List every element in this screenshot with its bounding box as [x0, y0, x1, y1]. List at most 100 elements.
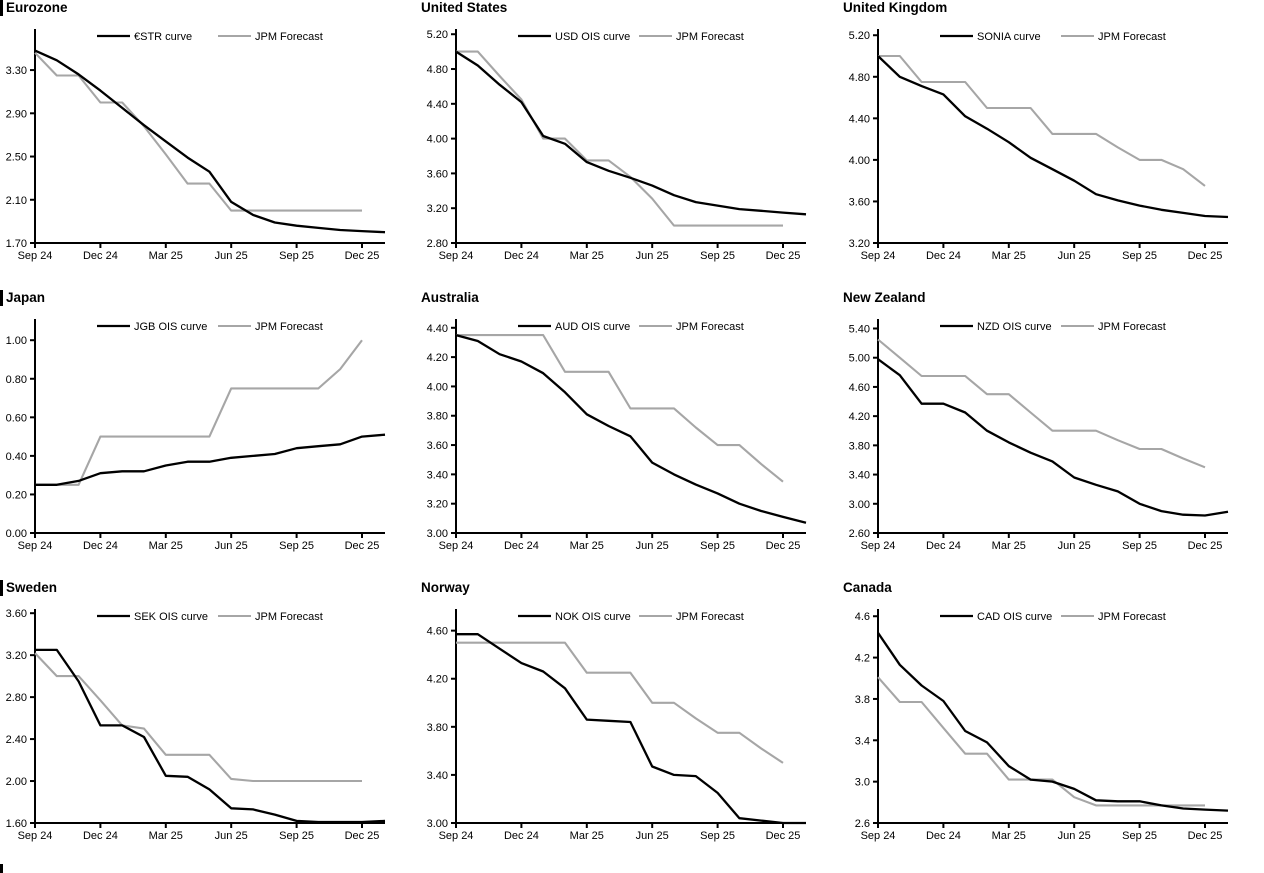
series-line-actual: [877, 55, 1229, 219]
chart-title: United States: [421, 0, 508, 15]
x-tick-label: Sep 24: [18, 250, 53, 262]
series-line-forecast: [877, 676, 1205, 807]
legend-label-forecast: JPM Forecast: [676, 31, 744, 43]
series-line-actual: [456, 633, 806, 825]
chart-panel-norway: Norway 3.00 3.40 3.80 4.20 4.60 Sep 24 Dec 24 M…: [421, 580, 843, 873]
sweden-chart-canvas: 1.60 2.00 2.40 2.80 3.20 3.60 Sep 24 Dec 24 Mar …: [6, 608, 386, 842]
y-tick-label: 5.40: [849, 323, 870, 335]
x-tick-label: Jun 25: [1058, 250, 1091, 262]
y-tick-label: 3.60: [849, 196, 870, 208]
y-tick-label: 1.60: [6, 818, 27, 830]
x-tick-label: Sep 25: [279, 250, 314, 262]
legend-label-forecast: JPM Forecast: [1098, 611, 1166, 623]
x-tick-label: Dec 24: [83, 830, 118, 842]
x-tick-label: Jun 25: [215, 830, 248, 842]
series-line-forecast: [878, 54, 1206, 187]
x-tick-label: Dec 24: [926, 250, 961, 262]
panel-title-row: Australia: [421, 290, 479, 310]
x-tick-label: Sep 25: [700, 540, 735, 552]
x-tick-label: Dec 25: [1188, 250, 1223, 262]
series-line-actual: [34, 49, 386, 234]
y-tick-label: 0.20: [6, 489, 27, 501]
chart-title: Canada: [843, 580, 892, 595]
legend-label-actual: NZD OIS curve: [977, 321, 1052, 333]
title-bar: [0, 580, 3, 596]
y-tick-label: 2.90: [6, 108, 27, 120]
y-tick-label: 4.00: [427, 134, 448, 146]
legend-label-actual: NOK OIS curve: [555, 611, 631, 623]
legend-label-forecast: JPM Forecast: [255, 321, 323, 333]
x-tick-label: Dec 24: [926, 830, 961, 842]
x-tick-label: Sep 24: [861, 830, 896, 842]
panel-title-row: Sweden: [0, 580, 57, 600]
y-tick-label: 3.20: [427, 203, 448, 215]
x-tick-label: Mar 25: [992, 540, 1026, 552]
y-tick-label: 4.40: [849, 113, 870, 125]
x-tick-label: Jun 25: [1058, 830, 1091, 842]
chart-panel-sweden: Sweden 1.60 2.00 2.40 2.80 3.20 3.60 Sep 24 Dec…: [0, 580, 421, 873]
legend-label-actual: SONIA curve: [977, 31, 1041, 43]
y-tick-label: 3.30: [6, 65, 27, 77]
x-tick-label: Dec 24: [926, 540, 961, 552]
new-zealand-chart-canvas: 2.60 3.00 3.40 3.80 4.20 4.60 5.00 5.40 Sep 24 De…: [849, 319, 1229, 552]
x-tick-label: Sep 24: [18, 540, 53, 552]
chart-title: United Kingdom: [843, 0, 948, 15]
series-line-forecast: [456, 334, 784, 483]
x-tick-label: Dec 25: [1188, 540, 1223, 552]
series-line-forecast: [456, 641, 784, 764]
series-line-forecast: [35, 339, 363, 486]
x-tick-label: Sep 24: [861, 250, 896, 262]
x-tick-label: Dec 25: [766, 830, 801, 842]
united-kingdom-chart-canvas: 3.20 3.60 4.00 4.40 4.80 5.20 Sep 24 Dec 24 Mar …: [849, 29, 1229, 262]
x-tick-label: Sep 25: [700, 830, 735, 842]
x-tick-label: Mar 25: [992, 250, 1026, 262]
series-line-actual: [35, 433, 386, 486]
x-tick-label: Sep 25: [1122, 540, 1157, 552]
chart-title: Japan: [6, 290, 46, 305]
series-line-forecast: [456, 50, 783, 227]
y-tick-label: 3.40: [849, 470, 870, 482]
y-tick-label: 3.20: [6, 650, 27, 662]
y-tick-label: 3.8: [855, 694, 870, 706]
x-tick-label: Sep 24: [861, 540, 896, 552]
y-tick-label: 0.80: [6, 374, 27, 386]
chart-panel-united-states: United States 2.80 3.20 3.60 4.00 4.40 4.80 5.…: [421, 0, 843, 290]
chart-panel-eurozone: Eurozone 1.70 2.10 2.50 2.90 3.30 Sep 24 Dec 2…: [0, 0, 421, 290]
series-line-actual: [877, 632, 1229, 812]
series-line-forecast: [877, 338, 1206, 469]
y-tick-label: 2.80: [427, 238, 448, 250]
legend-label-forecast: JPM Forecast: [1098, 31, 1166, 43]
x-tick-label: Sep 24: [18, 830, 53, 842]
y-tick-label: 3.20: [849, 238, 870, 250]
y-tick-label: 5.20: [427, 29, 448, 41]
chart-title: New Zealand: [843, 290, 926, 305]
x-tick-label: Mar 25: [570, 540, 604, 552]
x-tick-label: Dec 24: [504, 250, 539, 262]
y-tick-label: 5.20: [849, 30, 870, 42]
y-tick-label: 0.40: [6, 451, 27, 463]
y-tick-label: 5.00: [849, 353, 870, 365]
japan-chart-canvas: 0.00 0.20 0.40 0.60 0.80 1.00 Sep 24 Dec 24 Mar …: [6, 319, 386, 552]
series-line-forecast: [34, 52, 362, 212]
legend-label-forecast: JPM Forecast: [255, 611, 323, 623]
x-tick-label: Sep 25: [1122, 830, 1157, 842]
x-tick-label: Sep 25: [700, 250, 735, 262]
y-tick-label: 4.40: [427, 99, 448, 111]
legend-label-actual: USD OIS curve: [555, 31, 630, 43]
eurozone-chart-canvas: 1.70 2.10 2.50 2.90 3.30 Sep 24 Dec 24 Mar 25 Ju…: [6, 29, 386, 262]
x-tick-label: Sep 25: [279, 540, 314, 552]
y-tick-label: 2.60: [849, 528, 870, 540]
panel-title-row: United States: [421, 0, 507, 20]
y-tick-label: 2.6: [855, 818, 870, 830]
x-tick-label: Sep 24: [439, 830, 474, 842]
y-tick-label: 4.80: [427, 64, 448, 76]
y-tick-label: 3.40: [427, 770, 448, 782]
next-section-title-bar: [0, 864, 3, 873]
panel-title-row: Norway: [421, 580, 470, 600]
x-tick-label: Jun 25: [636, 540, 669, 552]
legend-label-actual: CAD OIS curve: [977, 611, 1052, 623]
y-tick-label: 3.40: [427, 469, 448, 481]
legend-label-actual: JGB OIS curve: [134, 321, 207, 333]
x-tick-label: Dec 25: [766, 540, 801, 552]
y-tick-label: 3.00: [427, 528, 448, 540]
